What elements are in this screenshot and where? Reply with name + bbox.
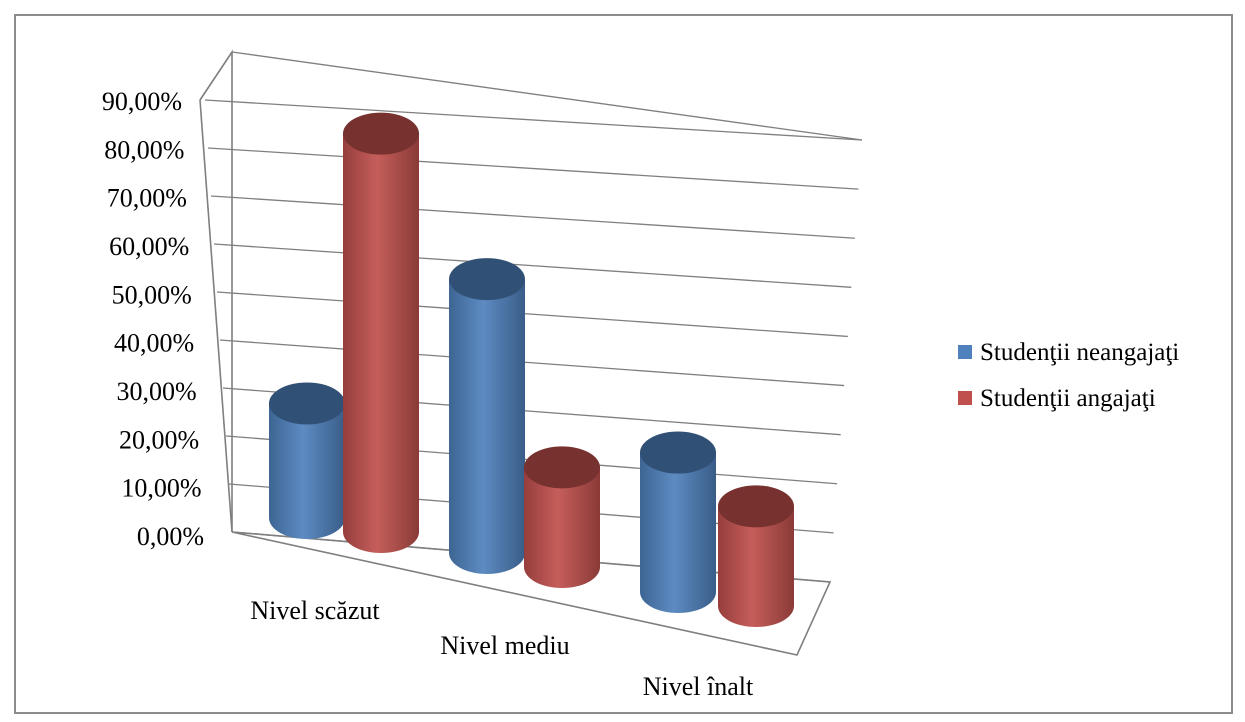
bar xyxy=(343,112,419,553)
y-tick-label: 50,00% xyxy=(112,280,192,309)
bar-top xyxy=(640,431,716,474)
bar-top xyxy=(269,382,345,425)
y-tick-label: 90,00% xyxy=(102,87,182,116)
bar xyxy=(718,485,794,627)
y-tick-label: 20,00% xyxy=(119,425,199,454)
x-category-label: Nivel mediu xyxy=(440,631,569,660)
bar-body xyxy=(343,133,419,553)
gridline xyxy=(204,99,863,141)
y-axis-line xyxy=(199,99,233,533)
bar-body xyxy=(524,467,600,588)
y-tick-label: 80,00% xyxy=(104,135,184,164)
bar-top xyxy=(718,485,794,528)
legend-label: Studenţii angajaţi xyxy=(980,385,1156,412)
chart-frame xyxy=(14,14,1233,714)
gridline xyxy=(216,291,848,338)
bars xyxy=(269,112,794,627)
gridline xyxy=(213,243,852,288)
bar xyxy=(269,382,345,539)
legend-swatch xyxy=(958,345,972,359)
y-tick-label: 30,00% xyxy=(116,377,196,406)
y-tick-label: 70,00% xyxy=(107,184,187,213)
bar xyxy=(524,446,600,588)
bar xyxy=(640,431,716,613)
bar-body xyxy=(269,403,345,539)
x-category-label: Nivel scăzut xyxy=(250,596,380,625)
legend-label: Studenţii neangajaţi xyxy=(980,339,1179,366)
gridline xyxy=(210,195,855,239)
wall-top xyxy=(231,51,863,141)
x-axis-categories: Nivel scăzut Nivel mediu Nivel înalt xyxy=(250,596,754,701)
y-tick-label: 0,00% xyxy=(137,522,204,551)
y-tick-label: 40,00% xyxy=(114,329,194,358)
legend: Studenţii neangajaţi Studenţii angajaţi xyxy=(958,339,1179,412)
bar-top xyxy=(524,446,600,489)
bar-body xyxy=(449,279,525,574)
bar-top xyxy=(449,258,525,301)
bar-body xyxy=(718,506,794,627)
bar-top xyxy=(343,112,419,155)
gridline xyxy=(219,339,845,387)
left-wall xyxy=(199,49,233,532)
y-tick-label: 10,00% xyxy=(121,474,201,503)
bar-body xyxy=(640,452,716,613)
gridline xyxy=(207,147,859,190)
bar xyxy=(449,258,525,574)
y-tick-label: 60,00% xyxy=(109,232,189,261)
y-axis-ticks: 0,00% 10,00% 20,00% 30,00% 40,00% 50,00% 60,00… xyxy=(102,87,204,551)
x-category-label: Nivel înalt xyxy=(643,672,754,701)
legend-swatch xyxy=(958,391,972,405)
